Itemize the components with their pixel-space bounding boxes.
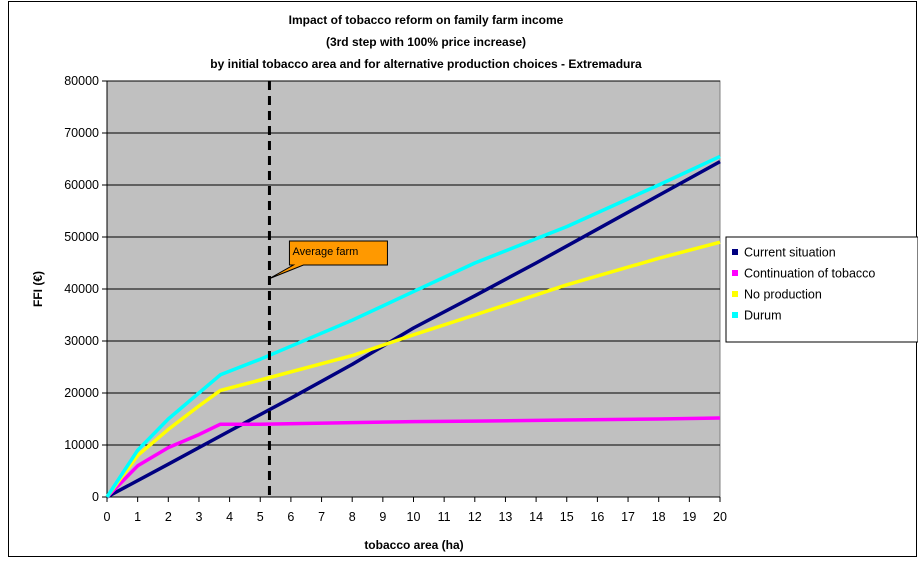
legend-item-label: Current situation (744, 246, 836, 260)
series-line-no-production (105, 240, 721, 499)
legend-item-label: Durum (744, 309, 782, 323)
legend-marker (732, 312, 738, 318)
average-farm-callout: Average farm (269, 240, 388, 280)
y-tick-label: 40000 (64, 282, 99, 296)
y-tick-label: 30000 (64, 334, 99, 348)
legend-item-label: Continuation of tobacco (744, 267, 875, 281)
legend-marker (732, 249, 738, 255)
gridlines (107, 80, 720, 446)
legend-item-label: No production (744, 288, 822, 302)
x-tick-label: 16 (590, 510, 604, 524)
y-tick-label: 50000 (64, 230, 99, 244)
series-lines (105, 154, 721, 499)
x-tick-label: 9 (379, 510, 386, 524)
y-tick-label: 20000 (64, 386, 99, 400)
x-tick-label: 11 (438, 510, 451, 524)
chart-title-line-1: Impact of tobacco reform on family farm … (289, 13, 564, 27)
y-tick-label: 10000 (64, 438, 99, 452)
x-tick-label: 15 (560, 510, 574, 524)
x-tick-label: 10 (407, 510, 421, 524)
x-tick-label: 20 (713, 510, 727, 524)
y-tick-label: 60000 (64, 178, 99, 192)
chart-title-line-3: by initial tobacco area and for alternat… (210, 57, 642, 71)
x-tick-label: 1 (134, 510, 141, 524)
callout-box (269, 240, 388, 280)
legend: Current situation Continuation of tobacco… (725, 236, 918, 343)
y-tick-label: 80000 (64, 74, 99, 88)
y-tick-label: 70000 (64, 126, 99, 140)
callout-label: Average farm (292, 246, 358, 258)
chart-title-line-2: (3rd step with 100% price increase) (326, 35, 526, 49)
legend-marker (732, 291, 738, 297)
x-tick-label: 3 (195, 510, 202, 524)
x-tick-label: 0 (104, 510, 111, 524)
x-tick-label: 17 (621, 510, 635, 524)
x-tick-label: 12 (468, 510, 482, 524)
x-tick-label: 4 (226, 510, 233, 524)
x-axis: 0 1 2 3 4 5 6 7 8 9 10 11 12 13 14 15 16 17 18 19 20 (104, 496, 727, 524)
x-tick-label: 18 (652, 510, 666, 524)
x-tick-label: 19 (682, 510, 696, 524)
legend-marker (732, 270, 738, 276)
x-axis-title: tobacco area (ha) (364, 538, 463, 552)
x-tick-label: 2 (165, 510, 172, 524)
series-line-durum (105, 154, 721, 498)
x-tick-label: 6 (287, 510, 294, 524)
y-axis: 0 10000 20000 30000 40000 50000 60000 70000 8000… (64, 74, 108, 504)
x-tick-label: 7 (318, 510, 325, 524)
x-tick-label: 14 (529, 510, 543, 524)
x-tick-label: 13 (498, 510, 512, 524)
y-tick-label: 0 (92, 490, 99, 504)
series-line-continuation-of-tobacco (105, 416, 721, 499)
x-tick-label: 8 (349, 510, 356, 524)
series-line-current-situation (106, 160, 721, 499)
legend-box (725, 236, 918, 343)
y-axis-title: FFI (€) (31, 271, 45, 307)
x-tick-label: 5 (257, 510, 264, 524)
